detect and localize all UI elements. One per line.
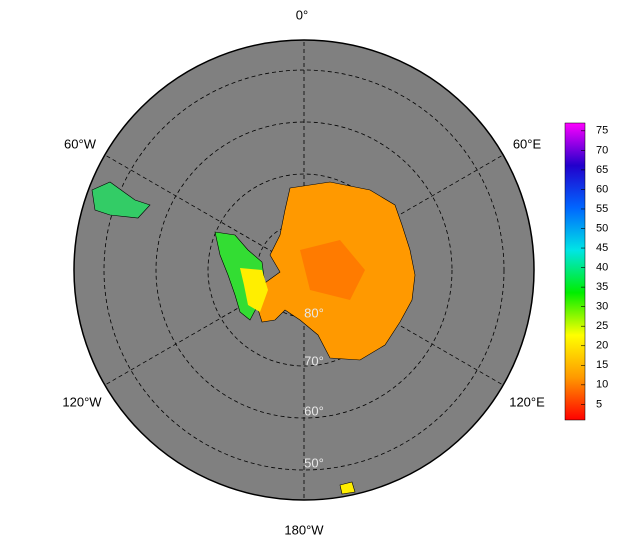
colorbar-tick-label: 10 (596, 379, 608, 391)
colorbar-tick-label: 5 (596, 398, 602, 410)
colorbar-tick-label: 40 (596, 261, 608, 273)
colorbar-tick-label: 55 (596, 203, 608, 215)
colorbar-tick-label: 25 (596, 320, 608, 332)
colorbar-tick-label: 60 (596, 183, 608, 195)
colorbar-ramp (564, 122, 586, 421)
colorbar-tick-label: 65 (596, 164, 608, 176)
latitude-label: 70° (304, 353, 324, 368)
colorbar: 5 10 15 20 25 30 35 40 45 50 55 60 65 70 75 (564, 122, 608, 421)
antarctica (91, 181, 416, 495)
colorbar-tick-label: 35 (596, 281, 608, 293)
colorbar-tick-label: 30 (596, 301, 608, 313)
latitude-label: 50° (304, 455, 324, 470)
map-disc (73, 39, 535, 501)
latitude-labels: 80° 70° 60° 50° (304, 305, 324, 470)
colorbar-tick-label: 70 (596, 144, 608, 156)
colorbar-tick-label: 15 (596, 359, 608, 371)
latitude-label: 60° (304, 403, 324, 418)
longitude-label: 120°E (509, 394, 545, 409)
colorbar-tick-label: 50 (596, 222, 608, 234)
longitude-label: 180°W (284, 522, 324, 537)
colorbar-tick-label: 45 (596, 242, 608, 254)
longitude-label: 0° (296, 7, 308, 22)
longitude-label: 60°E (513, 136, 542, 151)
colorbar-tick-label: 75 (596, 125, 608, 137)
longitude-label: 60°W (64, 136, 97, 151)
latitude-label: 80° (304, 305, 324, 320)
longitude-label: 120°W (62, 394, 102, 409)
colorbar-tick-label: 20 (596, 340, 608, 352)
longitude-labels: 0° 60°E 120°E 180°W 120°W 60°W (62, 7, 545, 537)
